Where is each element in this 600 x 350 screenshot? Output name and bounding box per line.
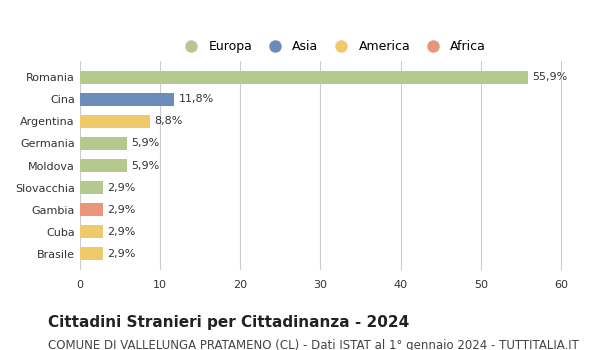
Text: 2,9%: 2,9% [107, 183, 136, 193]
Text: 8,8%: 8,8% [154, 117, 182, 126]
Bar [80, 137, 127, 150]
Bar [80, 159, 127, 172]
Bar [80, 93, 175, 106]
Text: 5,9%: 5,9% [131, 161, 160, 170]
Bar [80, 247, 103, 260]
Bar [80, 181, 103, 194]
Bar [80, 71, 528, 84]
Text: 5,9%: 5,9% [131, 139, 160, 148]
Text: 2,9%: 2,9% [107, 205, 136, 215]
Text: 11,8%: 11,8% [178, 94, 214, 104]
Bar [80, 225, 103, 238]
Bar [80, 115, 151, 128]
Text: 2,9%: 2,9% [107, 227, 136, 237]
Legend: Europa, Asia, America, Africa: Europa, Asia, America, Africa [178, 41, 486, 54]
Bar [80, 203, 103, 216]
Text: Cittadini Stranieri per Cittadinanza - 2024: Cittadini Stranieri per Cittadinanza - 2… [48, 315, 409, 330]
Text: COMUNE DI VALLELUNGA PRATAMENO (CL) - Dati ISTAT al 1° gennaio 2024 - TUTTITALIA: COMUNE DI VALLELUNGA PRATAMENO (CL) - Da… [48, 340, 579, 350]
Text: 2,9%: 2,9% [107, 249, 136, 259]
Text: 55,9%: 55,9% [532, 72, 568, 82]
